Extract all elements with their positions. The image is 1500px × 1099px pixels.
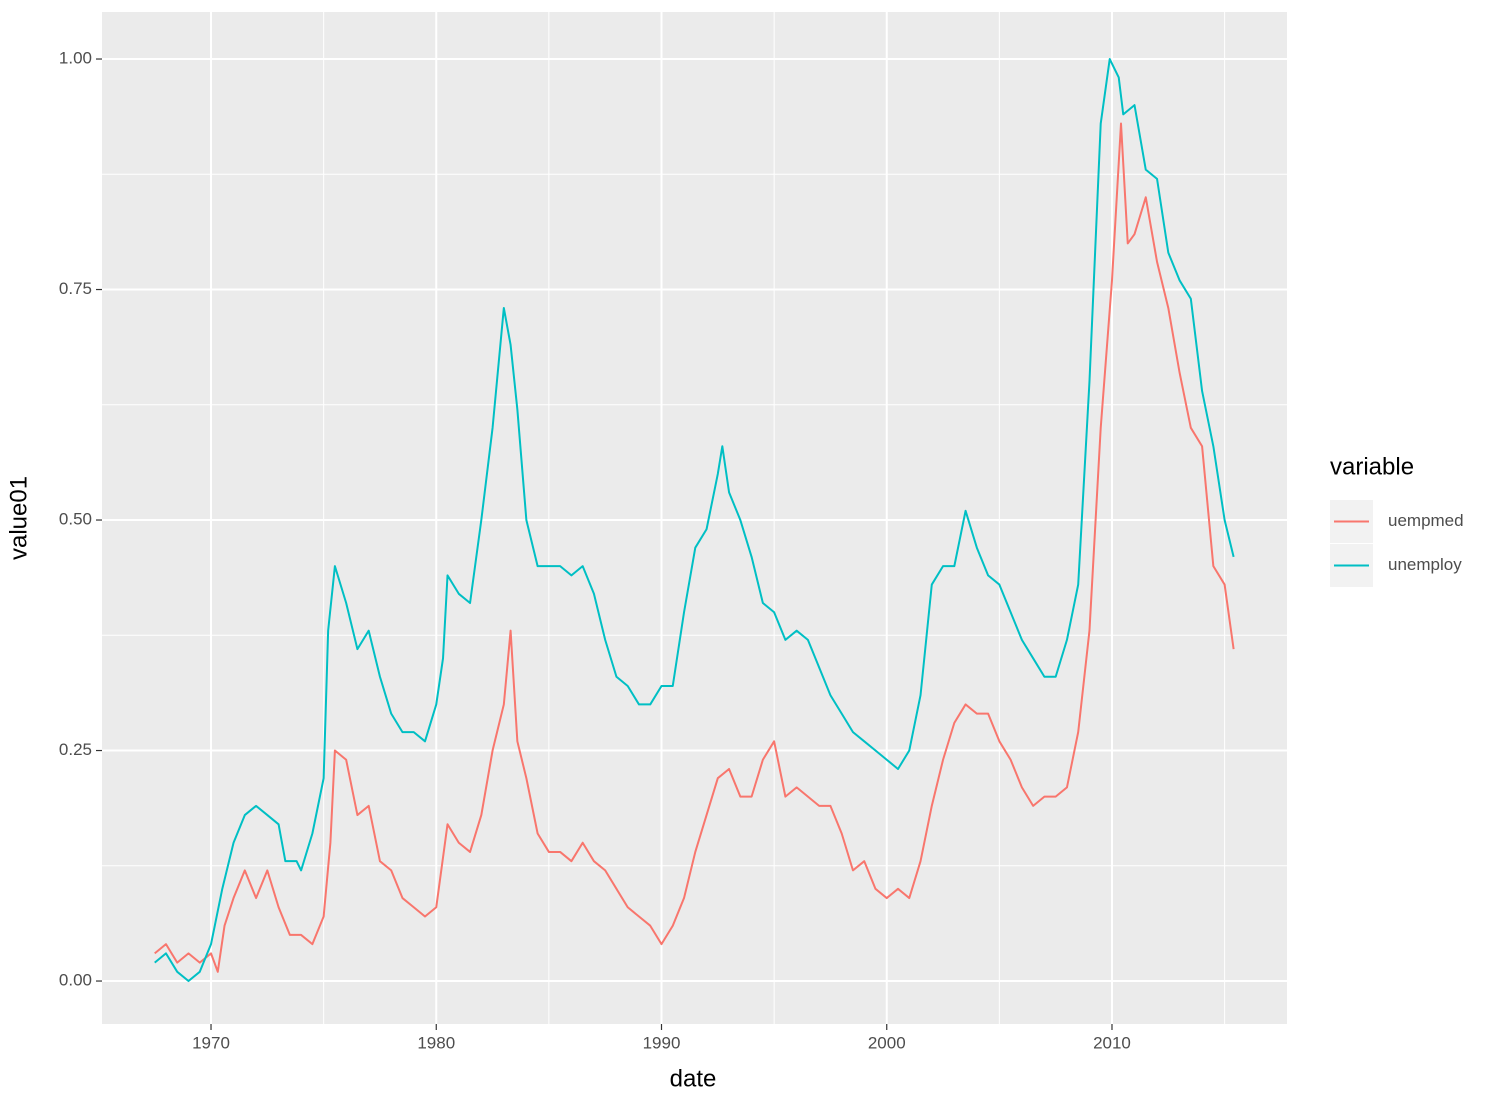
y-axis-title: value01 — [5, 476, 32, 560]
x-tick-label: 1980 — [417, 1033, 455, 1052]
legend-label: unemploy — [1388, 555, 1462, 574]
x-tick-label: 2010 — [1093, 1033, 1131, 1052]
x-tick-label: 1970 — [192, 1033, 230, 1052]
y-tick-label: 0.00 — [59, 971, 92, 990]
plot-lines — [154, 58, 1235, 983]
y-tick-label: 0.25 — [59, 740, 92, 759]
x-tick-label: 2000 — [868, 1033, 906, 1052]
legend-label: uempmed — [1388, 511, 1464, 530]
panel — [102, 12, 1287, 1024]
x-tick-label: 1990 — [643, 1033, 681, 1052]
y-tick-label: 0.75 — [59, 279, 92, 298]
y-tick-label: 1.00 — [59, 49, 92, 68]
series-line — [154, 122, 1235, 973]
x-axis-title: date — [670, 1065, 717, 1092]
legend-title: variable — [1330, 453, 1414, 480]
y-tick-label: 0.50 — [59, 510, 92, 529]
series-line — [154, 58, 1235, 983]
